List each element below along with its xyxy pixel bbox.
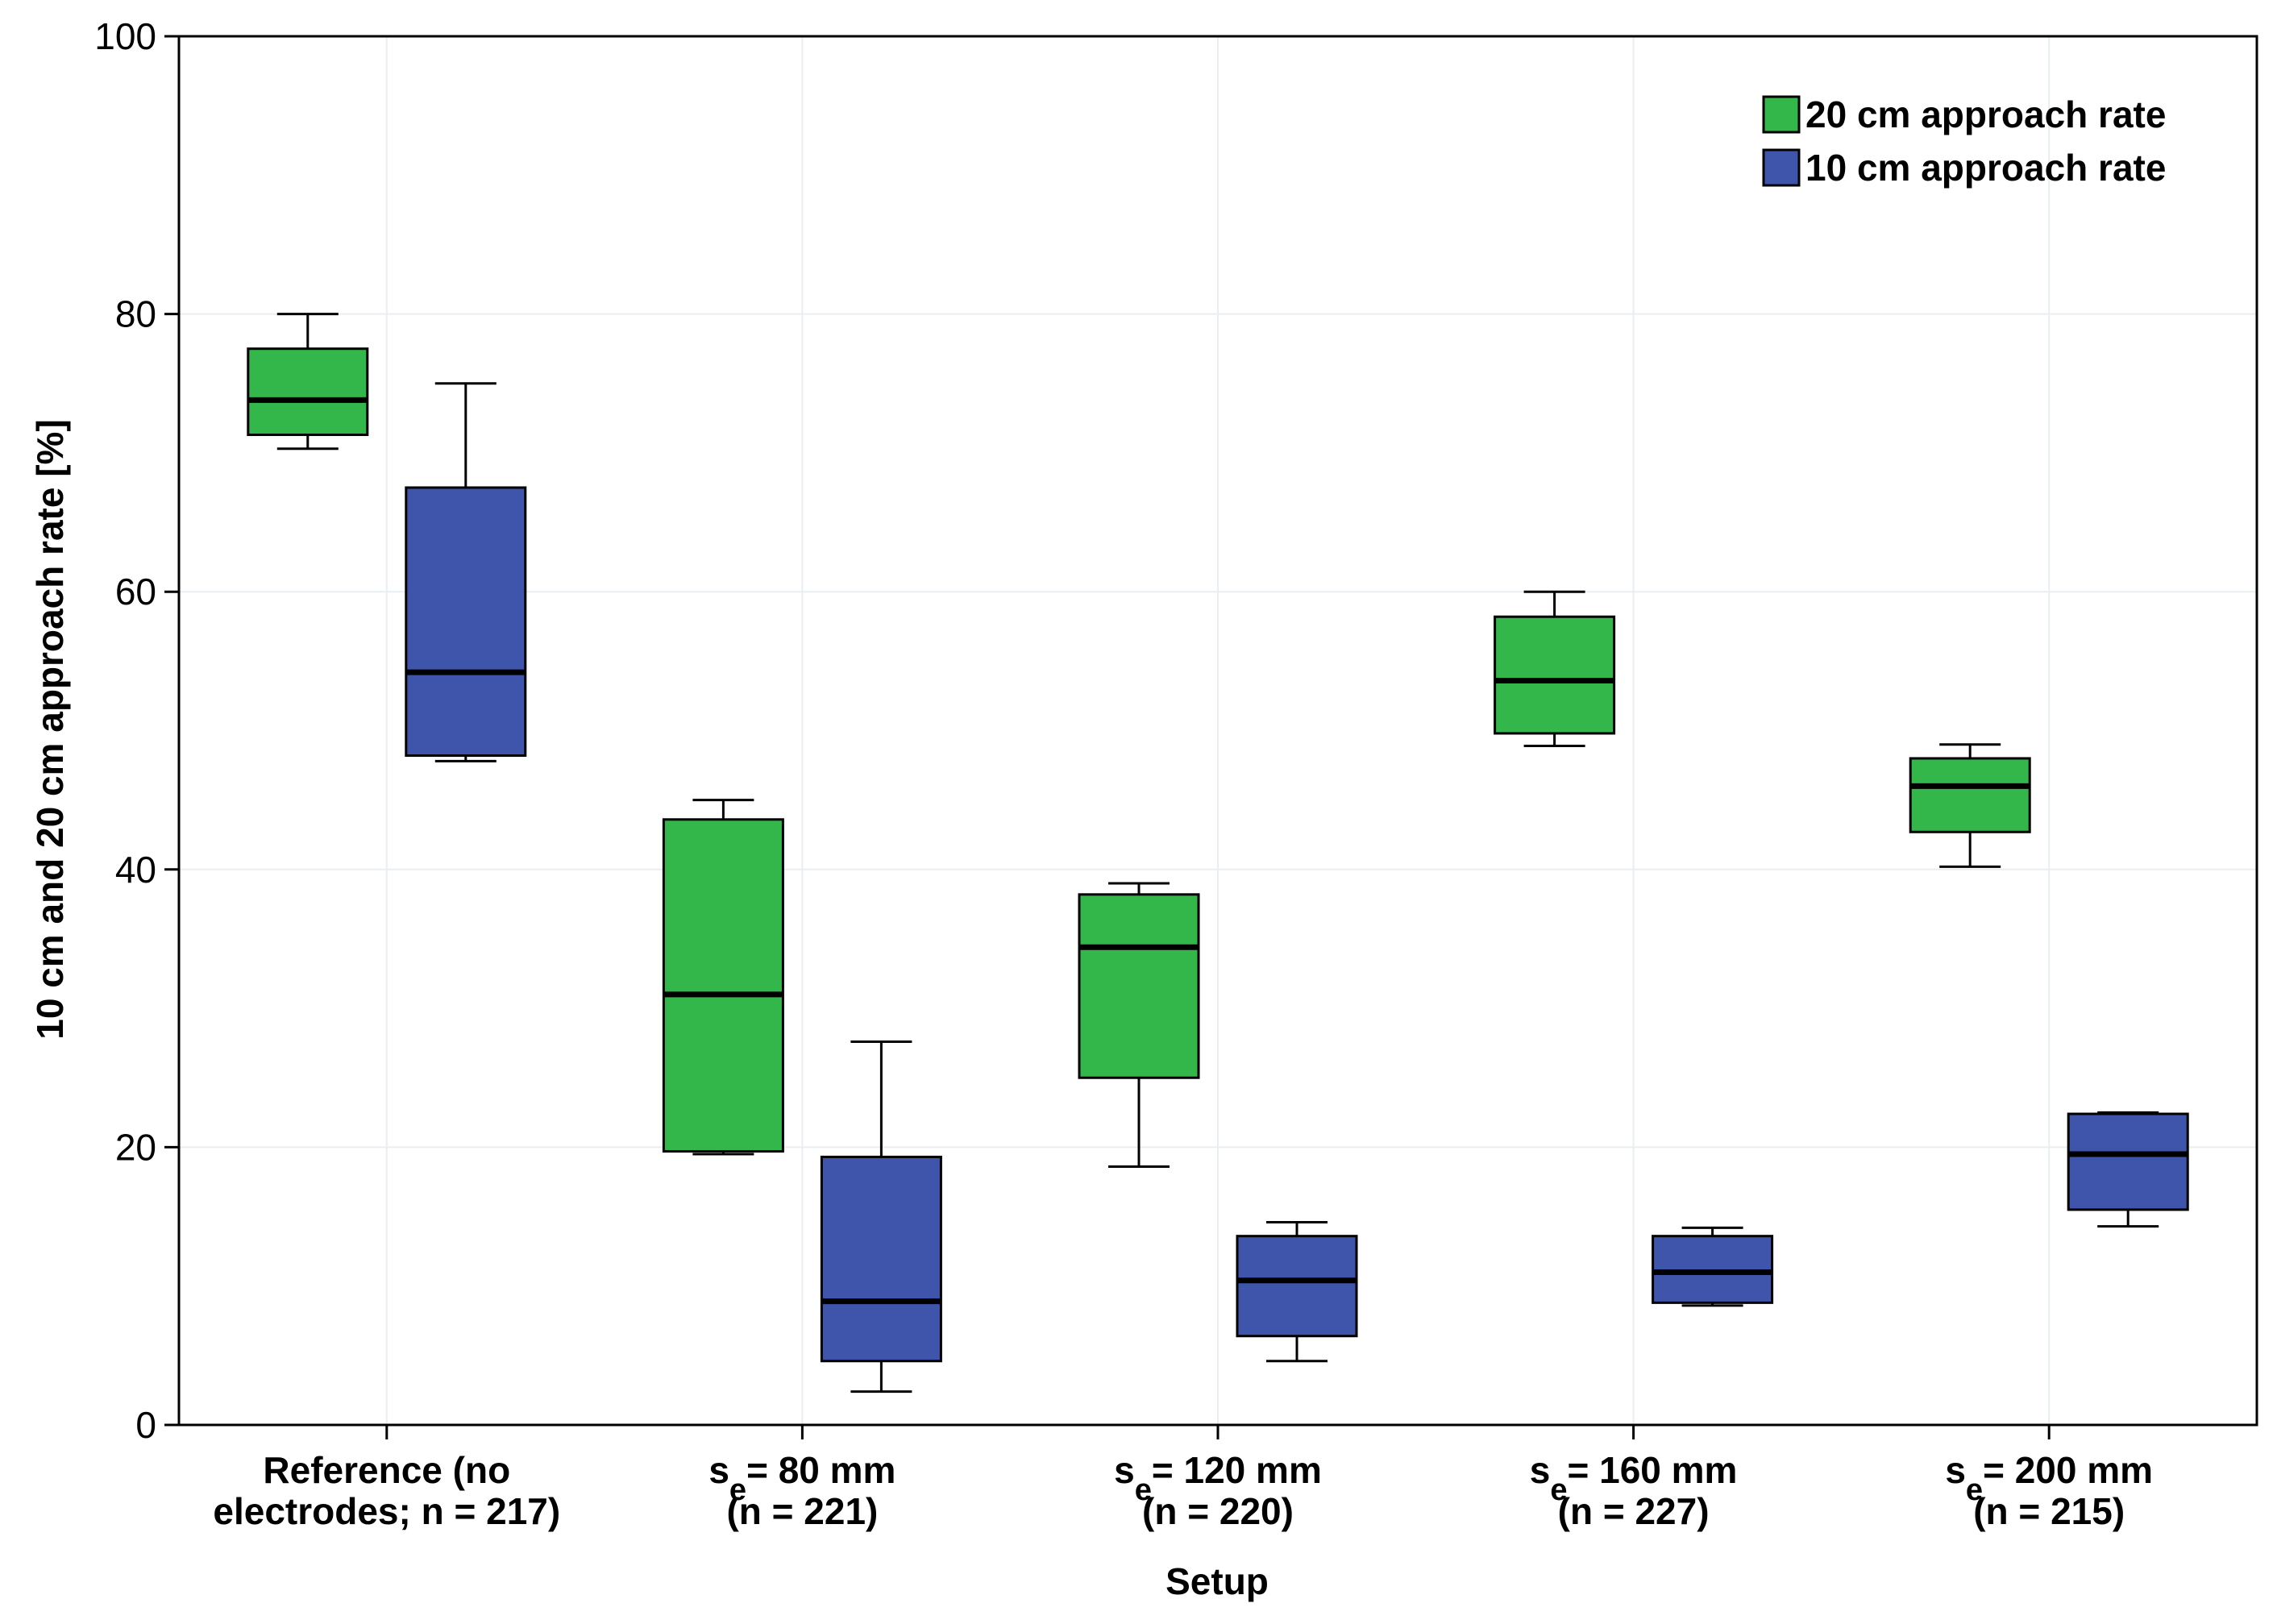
box-iqr bbox=[1909, 757, 2031, 833]
x-category-label-line: (n = 221) bbox=[726, 1490, 878, 1532]
legend-swatch bbox=[1762, 148, 1801, 187]
legend-item-1: 10 cm approach rate bbox=[1762, 147, 2166, 189]
y-tick-label-4: 80 bbox=[115, 293, 156, 335]
box-1-0 bbox=[405, 382, 527, 762]
y-tick-label-0: 0 bbox=[135, 1404, 156, 1446]
box-iqr bbox=[405, 486, 527, 758]
y-tick-label-5: 100 bbox=[94, 15, 156, 57]
subscript-segment: e bbox=[1135, 1473, 1152, 1507]
box-iqr bbox=[662, 818, 784, 1153]
x-category-label-line: (n = 215) bbox=[1973, 1490, 2125, 1532]
box-iqr bbox=[820, 1155, 942, 1363]
x-category-label-3: se= 160 mm(n = 227) bbox=[1530, 1449, 1738, 1532]
x-category-label-line: se= 160 mm bbox=[1530, 1449, 1738, 1507]
subscript-segment: e bbox=[729, 1473, 746, 1507]
label-segment: s bbox=[1114, 1449, 1135, 1491]
y-tick-label-1: 20 bbox=[115, 1126, 156, 1168]
x-category-label-4: se= 200 mm(n = 215) bbox=[1945, 1449, 2153, 1532]
gridlines bbox=[179, 35, 2257, 1426]
x-category-label-line: se= 120 mm bbox=[1114, 1449, 1322, 1507]
y-axis-tick-labels: 0 20 40 60 80 100 bbox=[94, 15, 156, 1446]
box-1-1 bbox=[820, 1040, 942, 1393]
label-segment: s bbox=[1945, 1449, 1966, 1491]
label-segment: s bbox=[708, 1449, 729, 1491]
series-1 bbox=[405, 382, 2189, 1393]
label-segment: = 160 mm bbox=[1567, 1449, 1737, 1491]
label-segment: (n = 220) bbox=[1142, 1490, 1294, 1532]
box-iqr bbox=[2067, 1112, 2189, 1211]
x-category-label-line: se= 200 mm bbox=[1945, 1449, 2153, 1507]
label-segment: = 120 mm bbox=[1152, 1449, 1322, 1491]
box-series bbox=[247, 313, 2189, 1393]
label-segment: Reference (no bbox=[263, 1449, 510, 1491]
box-0-0 bbox=[247, 313, 369, 451]
label-segment: = 80 mm bbox=[746, 1449, 895, 1491]
legend-item-0: 20 cm approach rate bbox=[1762, 93, 2166, 135]
x-axis-title: Setup bbox=[1166, 1560, 1269, 1602]
box-0-1 bbox=[662, 799, 784, 1156]
box-iqr bbox=[1078, 893, 1200, 1079]
label-segment: (n = 227) bbox=[1558, 1490, 1710, 1532]
x-category-label-line: (n = 227) bbox=[1558, 1490, 1710, 1532]
box-0-2 bbox=[1078, 882, 1200, 1169]
label-segment: electrodes; n = 217) bbox=[213, 1490, 560, 1532]
legend-label: 20 cm approach rate bbox=[1805, 93, 2166, 135]
x-category-label-line: se= 80 mm bbox=[708, 1449, 895, 1507]
x-category-label-2: se= 120 mm(n = 220) bbox=[1114, 1449, 1322, 1532]
x-category-label-line: Reference (no bbox=[263, 1449, 510, 1491]
box-iqr bbox=[1236, 1235, 1358, 1338]
box-1-4 bbox=[2067, 1111, 2189, 1228]
axes bbox=[164, 35, 2258, 1439]
label-segment: = 200 mm bbox=[1983, 1449, 2153, 1491]
y-tick-label-3: 60 bbox=[115, 571, 156, 613]
box-iqr bbox=[247, 347, 369, 437]
legend-label: 10 cm approach rate bbox=[1805, 147, 2166, 189]
subscript-segment: e bbox=[1966, 1473, 1983, 1507]
box-iqr bbox=[1494, 615, 1616, 735]
box-0-3 bbox=[1494, 590, 1616, 747]
label-segment: s bbox=[1530, 1449, 1551, 1491]
y-tick-label-2: 40 bbox=[115, 849, 156, 891]
label-segment: (n = 215) bbox=[1973, 1490, 2125, 1532]
legend: 20 cm approach rate 10 cm approach rate bbox=[1762, 93, 2166, 189]
label-segment: (n = 221) bbox=[726, 1490, 878, 1532]
x-category-label-line: electrodes; n = 217) bbox=[213, 1490, 560, 1532]
box-1-2 bbox=[1236, 1220, 1358, 1363]
series-0 bbox=[247, 313, 2031, 1169]
x-category-label-1: se= 80 mm(n = 221) bbox=[708, 1449, 895, 1532]
y-axis-title: 10 cm and 20 cm approach rate [%] bbox=[29, 419, 71, 1040]
box-0-4 bbox=[1909, 743, 2031, 868]
subscript-segment: e bbox=[1550, 1473, 1567, 1507]
legend-swatch bbox=[1762, 95, 1801, 134]
x-category-label-line: (n = 220) bbox=[1142, 1490, 1294, 1532]
box-1-3 bbox=[1652, 1226, 1774, 1307]
